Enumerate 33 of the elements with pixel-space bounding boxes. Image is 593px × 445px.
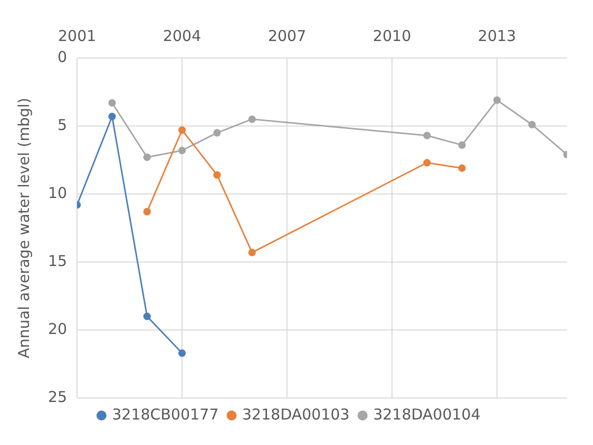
y-tick-label: 15: [48, 252, 68, 270]
x-tick-label: 2013: [478, 26, 516, 45]
point: [423, 158, 431, 166]
point: [143, 312, 151, 320]
y-tick-label: 20: [48, 320, 68, 338]
y-tick-label: 25: [48, 388, 68, 406]
point: [248, 248, 256, 256]
point: [143, 208, 151, 216]
point: [458, 141, 466, 149]
legend-label: 3218DA00103: [242, 405, 350, 424]
point: [213, 129, 221, 137]
x-tick-label: 2007: [268, 26, 306, 45]
point: [528, 120, 536, 128]
x-tick-label: 2010: [372, 26, 412, 45]
point: [108, 99, 116, 107]
legend-label: 3218DA00104: [373, 405, 481, 424]
point: [423, 132, 431, 140]
y-tick-label: 10: [48, 184, 68, 202]
y-tick-label: 0: [58, 48, 68, 66]
x-tick-label: 2004: [162, 26, 202, 45]
legend-label: 3218CB00177: [112, 405, 219, 424]
y-tick-label: 5: [58, 116, 68, 134]
point: [143, 154, 151, 162]
point: [213, 171, 221, 179]
point: [248, 115, 256, 123]
point: [108, 112, 116, 120]
point: [493, 96, 501, 104]
point: [458, 164, 466, 172]
y-axis-title: Annual average water level (mbgl): [14, 98, 33, 358]
point: [178, 126, 186, 134]
x-tick-label: 2001: [58, 26, 96, 45]
point: [178, 146, 186, 154]
point: [178, 349, 186, 357]
